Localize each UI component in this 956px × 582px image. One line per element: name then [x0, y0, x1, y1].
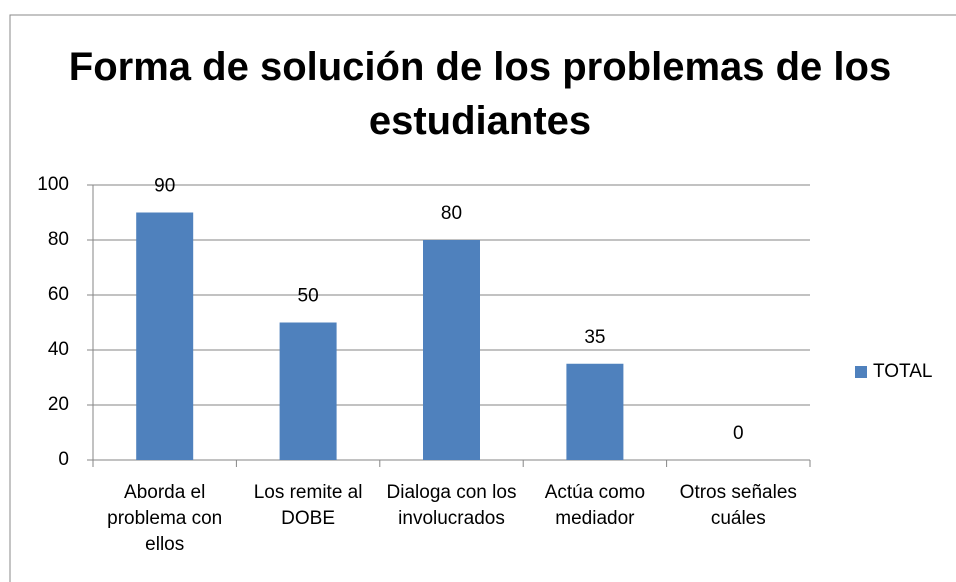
- data-label: 90: [154, 176, 175, 197]
- legend-swatch: [855, 366, 867, 378]
- y-tick-label: 60: [48, 284, 69, 305]
- bar: [423, 240, 480, 460]
- x-tick-label: Actúa como mediador: [544, 482, 646, 529]
- title-box: Forma de solución de los problemas de lo…: [68, 45, 892, 143]
- chart-title: Forma de solución de los problemas de lo…: [68, 45, 892, 143]
- x-tick-label: Aborda el problema con ellos: [107, 482, 223, 555]
- y-tick-label: 100: [37, 174, 69, 195]
- x-label-box: Actúa como mediador: [544, 482, 646, 529]
- legend-label: TOTAL: [873, 361, 932, 382]
- x-label-box: Otros señales cuáles: [679, 482, 797, 529]
- x-label-box: Aborda el problema con ellos: [107, 482, 223, 555]
- bar: [566, 363, 624, 460]
- y-tick-label: 40: [48, 339, 69, 360]
- x-label-box: Los remite al DOBE: [253, 482, 363, 529]
- x-tick-label: Dialoga con los involucrados: [386, 482, 517, 529]
- data-label: 35: [584, 327, 605, 348]
- data-label: 50: [298, 286, 319, 307]
- bar: [279, 322, 337, 460]
- y-tick-label: 20: [48, 394, 69, 415]
- y-tick-label: 0: [58, 449, 69, 470]
- x-tick-label: Otros señales cuáles: [679, 482, 797, 529]
- x-label-box: Dialoga con los involucrados: [386, 482, 517, 529]
- data-label: 0: [733, 423, 744, 444]
- y-tick-label: 80: [48, 229, 69, 250]
- data-label: 80: [441, 203, 462, 224]
- x-tick-label: Los remite al DOBE: [253, 482, 363, 529]
- bar: [136, 212, 194, 460]
